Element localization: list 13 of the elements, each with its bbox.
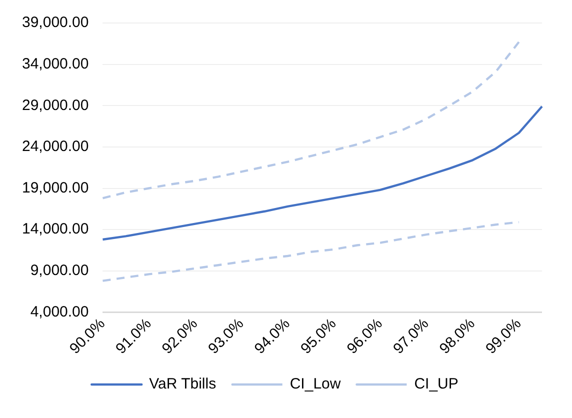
line-series	[102, 40, 520, 200]
y-tick-label: 24,000.00	[22, 138, 89, 156]
y-tick-label: 4,000.00	[30, 303, 89, 320]
y-tick-label: 14,000.00	[22, 220, 89, 238]
y-tick-label: 29,000.00	[22, 96, 89, 114]
y-tick-label: 34,000.00	[22, 55, 89, 72]
y-tick-label: 19,000.00	[22, 179, 89, 196]
y-tick-label: 39,000.00	[22, 14, 89, 32]
legend-label: CI_UP	[414, 376, 458, 393]
legend-label: CI_Low	[290, 376, 341, 393]
y-tick-label: 9,000.00	[30, 262, 89, 280]
line-series	[102, 221, 520, 282]
legend-label: VaR Tbills	[149, 376, 216, 393]
